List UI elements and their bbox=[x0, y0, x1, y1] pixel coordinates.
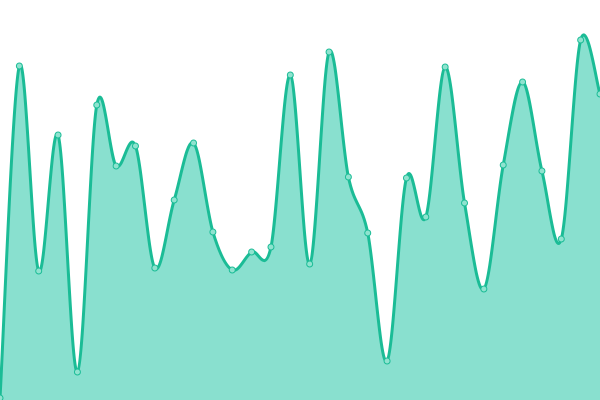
data-point-17 bbox=[325, 48, 333, 56]
data-point-14 bbox=[267, 243, 275, 251]
data-point-27 bbox=[519, 78, 527, 86]
data-point-23 bbox=[441, 63, 449, 71]
data-point-13 bbox=[248, 248, 256, 256]
data-point-3 bbox=[54, 131, 62, 139]
data-markers bbox=[0, 36, 600, 400]
data-point-6 bbox=[112, 162, 120, 170]
data-point-31 bbox=[596, 90, 600, 98]
data-point-10 bbox=[190, 139, 198, 147]
data-point-16 bbox=[306, 260, 314, 268]
data-point-25 bbox=[480, 285, 488, 293]
data-point-28 bbox=[538, 167, 546, 175]
data-point-26 bbox=[499, 161, 507, 169]
data-point-29 bbox=[557, 235, 565, 243]
area-fill bbox=[0, 35, 600, 400]
data-point-19 bbox=[364, 229, 372, 237]
data-point-21 bbox=[402, 174, 410, 182]
data-point-4 bbox=[73, 368, 81, 376]
data-point-0 bbox=[0, 394, 4, 400]
data-point-9 bbox=[170, 196, 178, 204]
data-point-24 bbox=[461, 199, 469, 207]
data-point-11 bbox=[209, 228, 217, 236]
data-point-30 bbox=[577, 36, 585, 44]
data-point-12 bbox=[228, 266, 236, 274]
data-point-7 bbox=[131, 142, 139, 150]
data-point-2 bbox=[35, 267, 43, 275]
data-point-5 bbox=[93, 101, 101, 109]
data-point-18 bbox=[344, 173, 352, 181]
data-point-20 bbox=[383, 357, 391, 365]
data-point-15 bbox=[286, 71, 294, 79]
data-point-8 bbox=[151, 264, 159, 272]
data-point-1 bbox=[15, 62, 23, 70]
data-point-22 bbox=[422, 213, 430, 221]
